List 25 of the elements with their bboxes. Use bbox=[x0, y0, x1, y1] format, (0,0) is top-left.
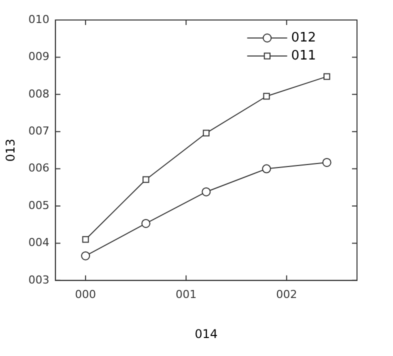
y-tick-label: 008 bbox=[28, 87, 50, 100]
point bbox=[141, 218, 150, 228]
point bbox=[262, 164, 272, 174]
y-tick-label: 007 bbox=[28, 124, 50, 138]
point bbox=[81, 251, 90, 260]
point bbox=[324, 73, 330, 80]
point bbox=[263, 92, 270, 100]
point bbox=[142, 176, 150, 183]
x-axis-title: 014 bbox=[194, 326, 218, 341]
x-tick-label: 002 bbox=[276, 288, 298, 301]
y-tick-label: 005 bbox=[28, 198, 50, 212]
x-tick-label: 000 bbox=[75, 288, 96, 301]
y-tick-label: 003 bbox=[28, 273, 50, 286]
y-tick-label: 010 bbox=[28, 12, 50, 26]
y-axis-title: 013 bbox=[3, 138, 18, 162]
point bbox=[202, 187, 211, 196]
point bbox=[322, 158, 332, 167]
legend-label: 011 bbox=[291, 48, 316, 64]
x-tick-label: 001 bbox=[176, 288, 197, 301]
y-tick-label: 006 bbox=[28, 162, 50, 175]
legend-label: 012 bbox=[291, 30, 316, 46]
y-tick-label: 009 bbox=[28, 50, 50, 64]
point bbox=[202, 130, 210, 136]
y-tick-label: 004 bbox=[28, 236, 50, 250]
point bbox=[82, 236, 89, 243]
